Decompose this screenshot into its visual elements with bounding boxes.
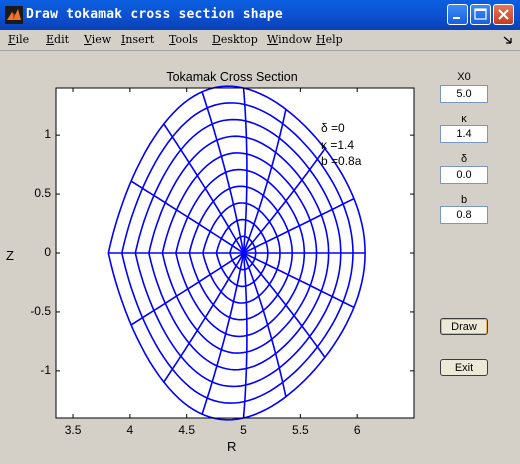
radial-line-11: [163, 252, 245, 383]
menu-help[interactable]: Help: [316, 33, 343, 46]
x-tick-label: 4.5: [178, 423, 196, 437]
close-icon: [498, 9, 509, 20]
delta-label: δ: [460, 153, 468, 165]
minimize-icon: [453, 17, 460, 19]
radial-line-12: [201, 252, 245, 415]
dock-arrow-icon[interactable]: [503, 35, 513, 45]
delta-input[interactable]: [440, 166, 488, 184]
radial-line-13: [242, 252, 248, 419]
annotation-delta: δ =0: [321, 121, 345, 135]
radial-line-10: [130, 252, 244, 326]
radial-line-3: [242, 148, 326, 254]
window-title: Draw tokamak cross section shape: [26, 7, 283, 22]
menu-insert[interactable]: Insert: [121, 33, 155, 46]
draw-button[interactable]: Draw: [440, 318, 488, 335]
x-axis-label: R: [227, 439, 237, 454]
plot-title: Tokamak Cross Section: [166, 70, 298, 84]
flux-surface-grid: [107, 85, 366, 421]
y-tick-label: 0: [44, 245, 51, 259]
axis-ticks: [56, 88, 414, 418]
menu-edit[interactable]: Edit: [46, 33, 70, 46]
y-tick-label: -1: [40, 362, 51, 377]
kappa-input[interactable]: [440, 125, 488, 143]
y-tick-label: 0.5: [34, 186, 51, 201]
x0-input[interactable]: [440, 85, 488, 103]
x0-label: X0: [457, 71, 471, 83]
close-button[interactable]: [493, 4, 514, 25]
maximize-button[interactable]: [470, 4, 491, 25]
minimize-button[interactable]: [447, 4, 468, 25]
x-tick-label: 5.5: [292, 423, 309, 437]
b-input[interactable]: [440, 206, 488, 224]
menu-window[interactable]: Window: [267, 33, 312, 46]
menu-bar: File Edit View Insert Tools Desktop Wind…: [0, 30, 520, 51]
x-tick-label: 5: [240, 423, 247, 437]
radial-line-16: [243, 252, 355, 309]
kappa-label: κ: [461, 113, 467, 125]
y-tick-label: -0.5: [30, 303, 51, 318]
annotation-kappa: κ =1.4: [321, 138, 355, 152]
annotation-b: b =0.8a: [321, 154, 362, 168]
x-tick-label: 6: [353, 423, 361, 437]
title-bar[interactable]: Draw tokamak cross section shape: [0, 0, 520, 30]
y-tick-label: 1: [44, 127, 51, 142]
menu-desktop[interactable]: Desktop: [212, 33, 258, 46]
menu-file[interactable]: File: [8, 33, 30, 46]
radial-line-8: [130, 180, 244, 254]
exit-button[interactable]: Exit: [440, 359, 488, 376]
x-tick-label: 4: [126, 423, 134, 437]
b-label: b: [460, 194, 468, 206]
radial-line-15: [242, 252, 326, 358]
menu-tools[interactable]: Tools: [169, 33, 198, 46]
radial-line-4: [242, 109, 287, 254]
radial-line-7: [163, 123, 245, 254]
radial-line-5: [242, 87, 248, 254]
y-axis-label: Z: [6, 248, 14, 263]
radial-line-14: [242, 252, 287, 397]
menu-view[interactable]: View: [84, 33, 112, 46]
radial-line-6: [201, 91, 245, 254]
x-tick-label: 3.5: [64, 423, 82, 437]
radial-line-2: [243, 197, 355, 254]
axes-frame: [55, 87, 415, 419]
matlab-logo-icon: [5, 6, 23, 24]
maximize-icon: [474, 8, 487, 20]
